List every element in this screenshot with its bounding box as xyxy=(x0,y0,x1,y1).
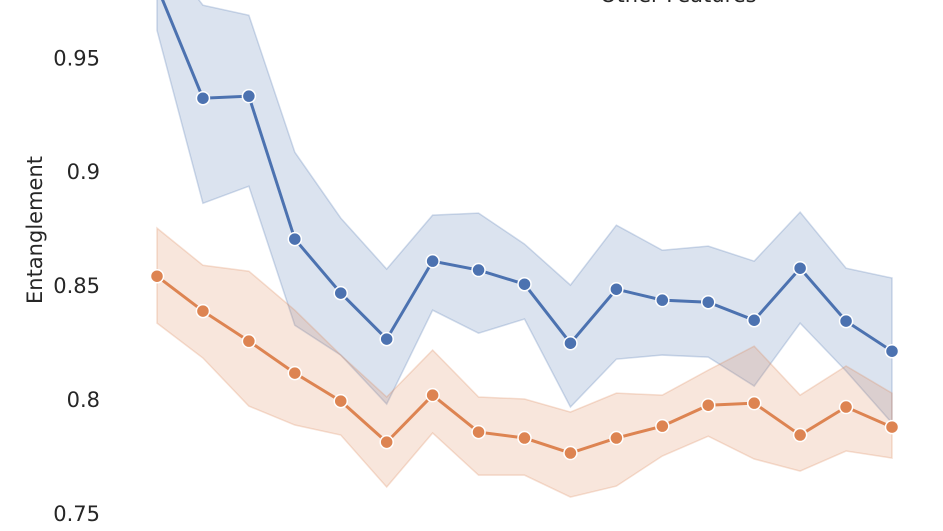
data-point xyxy=(701,294,716,310)
y-tick-label: 0.8 xyxy=(67,388,100,412)
data-point xyxy=(838,399,854,415)
data-point xyxy=(838,313,854,329)
data-point xyxy=(655,418,670,434)
data-point xyxy=(379,331,394,347)
data-point xyxy=(746,312,762,328)
confidence-band xyxy=(156,226,893,498)
data-point xyxy=(241,333,257,349)
data-point xyxy=(609,430,624,446)
data-point xyxy=(609,281,624,297)
data-point xyxy=(287,365,303,381)
data-point xyxy=(517,276,532,292)
data-point xyxy=(517,430,532,446)
data-point xyxy=(241,88,257,104)
data-point xyxy=(884,343,900,359)
data-point xyxy=(425,387,440,403)
data-point xyxy=(563,445,578,461)
y-axis-label: Entanglement xyxy=(23,156,47,304)
y-tick-label: 0.9 xyxy=(67,160,100,184)
data-point xyxy=(333,393,348,409)
data-point xyxy=(425,253,440,269)
data-point xyxy=(149,268,165,284)
data-point xyxy=(746,395,762,411)
data-point xyxy=(563,335,578,351)
data-point xyxy=(287,231,303,247)
y-tick-label: 0.95 xyxy=(53,46,100,70)
data-point xyxy=(701,397,716,413)
data-point xyxy=(792,260,808,276)
legend-label: Other Features xyxy=(600,0,757,7)
data-point xyxy=(195,90,211,106)
y-tick-label: 0.85 xyxy=(53,274,100,298)
data-point xyxy=(884,419,900,435)
data-point xyxy=(379,434,394,450)
y-tick-label: 0.75 xyxy=(53,502,100,526)
data-point xyxy=(471,424,486,440)
data-point xyxy=(471,262,486,278)
data-point xyxy=(333,285,348,301)
data-point xyxy=(792,427,808,443)
data-point xyxy=(655,292,670,308)
data-point xyxy=(195,303,211,319)
